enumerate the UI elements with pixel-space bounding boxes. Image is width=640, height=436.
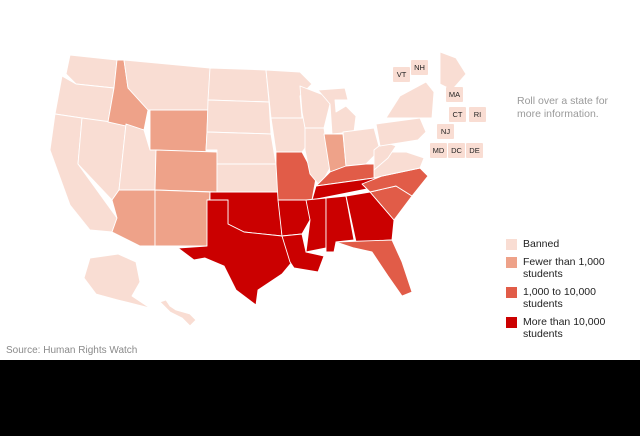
us-map [49, 51, 467, 327]
small-state-box-de[interactable]: DE [466, 143, 483, 158]
source-note: Source: Human Rights Watch [6, 345, 138, 356]
state-ms[interactable] [305, 197, 327, 253]
small-state-box-ma[interactable]: MA [446, 87, 463, 102]
legend-label: Banned [523, 238, 560, 250]
state-ak[interactable] [83, 253, 151, 309]
state-wy[interactable] [149, 109, 209, 153]
state-me[interactable] [439, 51, 467, 91]
legend-label: 1,000 to 10,000 students [523, 286, 596, 310]
legend-item: Fewer than 1,000 students [506, 256, 636, 280]
state-az[interactable] [111, 189, 156, 247]
small-state-box-nj[interactable]: NJ [437, 124, 454, 139]
small-state-box-md[interactable]: MD [430, 143, 447, 158]
state-oh[interactable] [342, 127, 381, 167]
small-state-box-vt[interactable]: VT [393, 67, 410, 82]
map-area: VT NH MA CT RI NJ MD DC DE Roll over a state for… [6, 51, 636, 356]
legend-label: Fewer than 1,000 students [523, 256, 605, 280]
state-tx[interactable] [177, 199, 293, 306]
state-sd[interactable] [206, 99, 272, 135]
state-ga[interactable] [345, 191, 395, 243]
legend-item: More than 10,000 students [506, 316, 636, 340]
legend-swatch [506, 287, 517, 298]
legend-label: More than 10,000 students [523, 316, 606, 340]
state-nd[interactable] [207, 67, 270, 103]
small-state-box-nh[interactable]: NH [411, 60, 428, 75]
legend-swatch [506, 257, 517, 268]
legend-swatch [506, 317, 517, 328]
rollover-hint: Roll over a state for more information. [517, 95, 609, 120]
state-fl[interactable] [335, 239, 413, 297]
state-hi[interactable] [159, 299, 197, 327]
state-ks[interactable] [216, 163, 279, 193]
state-la[interactable] [281, 233, 325, 273]
legend-item: Banned [506, 238, 636, 250]
state-nm[interactable] [154, 189, 211, 247]
small-state-box-ri[interactable]: RI [469, 107, 486, 122]
legend-swatch [506, 239, 517, 250]
state-pa[interactable] [375, 117, 427, 147]
state-co[interactable] [154, 149, 218, 193]
small-state-box-dc[interactable]: DC [448, 143, 465, 158]
state-ny[interactable] [385, 81, 435, 119]
legend: Banned Fewer than 1,000 students 1,000 to … [506, 238, 636, 346]
state-mi[interactable] [317, 87, 357, 135]
legend-item: 1,000 to 10,000 students [506, 286, 636, 310]
small-state-box-ct[interactable]: CT [449, 107, 466, 122]
bottom-band [0, 360, 640, 436]
